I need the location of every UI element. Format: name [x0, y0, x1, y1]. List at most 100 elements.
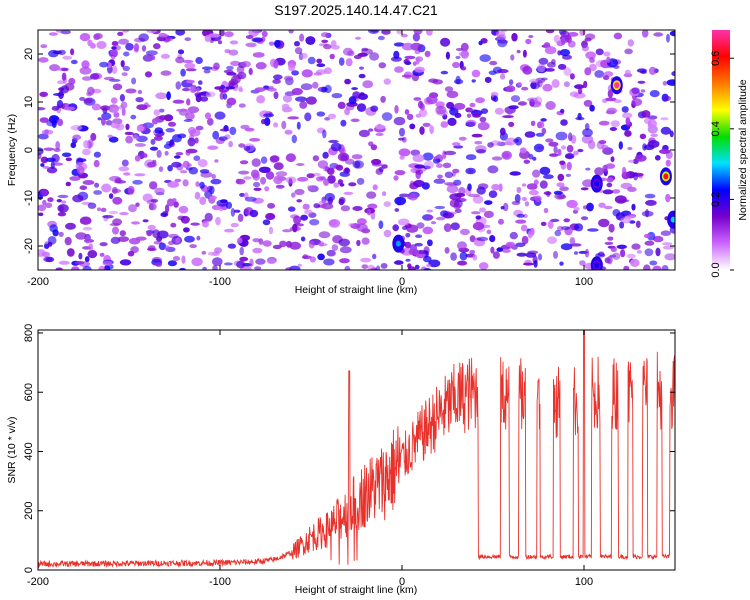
heatmap-cell: [254, 266, 262, 270]
heatmap-cell: [409, 123, 416, 130]
heatmap-cell: [296, 199, 303, 203]
heatmap-cell: [583, 80, 588, 89]
heatmap-cell: [189, 85, 195, 94]
heatmap-cell: [535, 77, 546, 84]
heatmap-cell: [135, 97, 144, 103]
heatmap-hotspots: [392, 76, 675, 270]
heatmap-cell: [110, 122, 121, 129]
heatmap-cell: [559, 49, 571, 57]
heatmap-cell: [313, 203, 321, 209]
heatmap-cell: [291, 192, 296, 198]
heatmap-cell: [174, 178, 182, 183]
heatmap-cell: [511, 32, 518, 42]
heatmap-cell: [108, 136, 119, 143]
heatmap-cell: [585, 51, 596, 60]
heatmap-cell: [323, 178, 330, 186]
heatmap-cell: [628, 159, 635, 163]
heatmap-cell: [665, 159, 671, 167]
heatmap-cell: [610, 246, 617, 252]
heatmap-cell: [523, 159, 530, 164]
heatmap-cell: [289, 241, 302, 250]
heatmap-cell: [127, 185, 135, 195]
heatmap-cell: [194, 137, 199, 144]
heatmap-cell: [361, 237, 370, 245]
heatmap-cell: [557, 173, 565, 182]
heatmap-cell: [350, 118, 360, 123]
heatmap-cell: [569, 73, 575, 80]
heatmap-cell: [422, 152, 434, 161]
heatmap-cell: [472, 195, 484, 204]
heatmap-cell: [65, 157, 73, 162]
heatmap-cell: [199, 96, 209, 102]
heatmap-cell: [537, 253, 543, 261]
heatmap-cell: [273, 39, 281, 48]
heatmap-cell: [358, 129, 370, 138]
heatmap-cell: [295, 96, 307, 102]
heatmap-cell: [137, 89, 143, 95]
heatmap-cell: [66, 248, 75, 257]
heatmap-cell: [579, 260, 586, 266]
colorbar-label: Normalized spectral amplitude: [737, 79, 749, 220]
heatmap-cell: [476, 236, 489, 242]
heatmap-cell: [301, 255, 313, 260]
heatmap-cell: [253, 187, 262, 191]
heatmap-cell: [61, 67, 69, 72]
heatmap-cell: [47, 236, 57, 245]
heatmap-cell: [444, 171, 454, 179]
heatmap-cell: [565, 153, 575, 160]
heatmap-cell: [637, 80, 646, 84]
heatmap-cell: [587, 228, 599, 232]
heatmap-cell: [262, 240, 272, 247]
heatmap-cell: [76, 165, 85, 175]
heatmap-cell: [491, 183, 500, 191]
heatmap-cell: [561, 36, 566, 46]
heatmap-cell: [219, 30, 225, 37]
heatmap-cell: [383, 78, 391, 85]
heatmap-cell: [511, 200, 521, 206]
heatmap-cell: [343, 191, 354, 195]
heatmap-cell: [283, 75, 294, 81]
heatmap-cell: [38, 204, 47, 212]
heatmap-cell: [573, 206, 580, 211]
heatmap-cell: [415, 169, 424, 175]
heatmap-cell: [561, 145, 566, 150]
heatmap-cell: [90, 132, 97, 141]
heatmap-cell: [440, 37, 451, 47]
heatmap-cell: [412, 154, 425, 163]
heatmap-cell: [353, 54, 362, 60]
heatmap-cell: [309, 219, 320, 226]
heatmap-cell: [361, 47, 369, 52]
heatmap-cell: [414, 66, 425, 73]
heatmap-cell: [61, 72, 67, 81]
heatmap-cell: [641, 110, 651, 118]
heatmap-cell: [198, 80, 203, 85]
heatmap-cell: [394, 208, 400, 212]
heatmap-cell: [453, 102, 466, 110]
heatmap-cell: [248, 67, 253, 76]
heatmap-cell: [194, 93, 202, 98]
heatmap-cell: [475, 97, 485, 104]
heatmap-cell: [120, 60, 125, 68]
snr-x-tick-label: -100: [209, 576, 231, 588]
heatmap-cell: [375, 132, 384, 136]
heatmap-cell: [433, 178, 446, 184]
heatmap-cell: [472, 113, 481, 118]
heatmap-cell: [238, 143, 246, 148]
heatmap-hotspot: [670, 216, 675, 223]
heatmap-cell: [348, 182, 357, 187]
heatmap-cell: [273, 175, 283, 185]
heatmap-cell: [594, 167, 604, 176]
heatmap-cell: [331, 244, 339, 252]
heatmap-cell: [477, 121, 490, 131]
heatmap-cell: [191, 257, 203, 267]
heatmap-cell: [393, 175, 399, 181]
heatmap-cell: [653, 235, 664, 243]
heatmap-cell: [607, 255, 613, 265]
heatmap-cell: [533, 143, 545, 153]
heatmap-cell: [228, 49, 239, 56]
heatmap-cell: [288, 30, 294, 34]
heatmap-cell: [383, 229, 392, 238]
heatmap-cell: [490, 246, 495, 254]
heatmap-cell: [258, 166, 271, 173]
heatmap-cell: [636, 68, 647, 73]
